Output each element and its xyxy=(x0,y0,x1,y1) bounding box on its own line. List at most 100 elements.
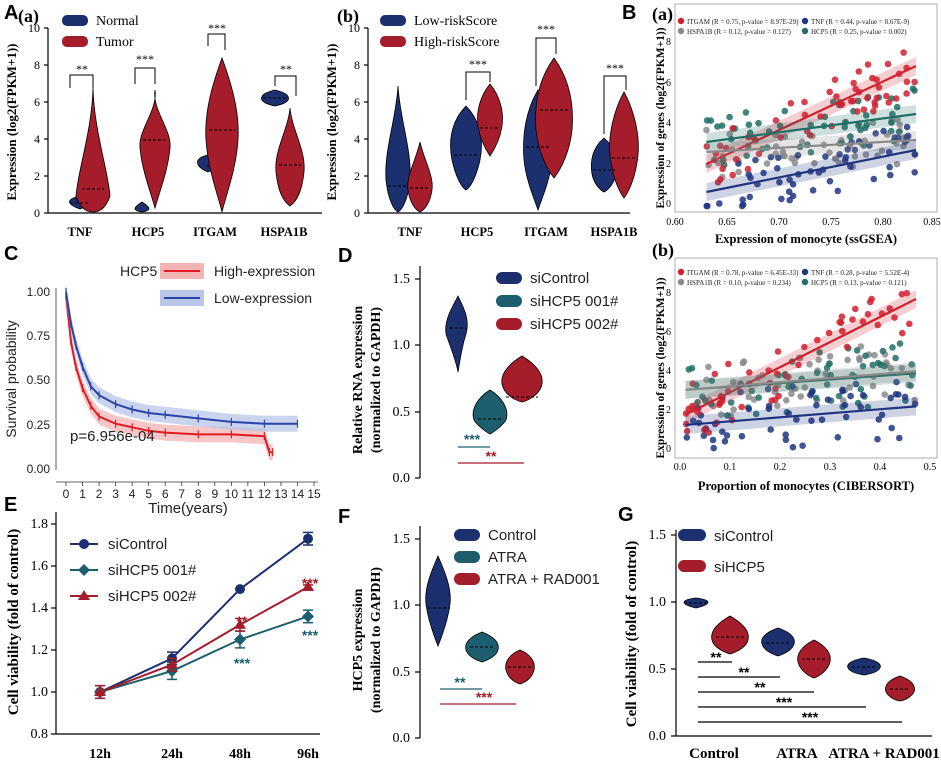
scatter-point-hcp5 xyxy=(755,119,762,127)
F-legend-0: Control xyxy=(488,527,536,544)
Ba-legend-dot-TNF xyxy=(801,17,809,25)
Aa-ytick-label-4: 8 xyxy=(34,58,40,72)
Bb-xtick-1: 0.1 xyxy=(724,462,737,473)
scatter-point-tnf xyxy=(782,436,790,444)
G-sig-4: *** xyxy=(802,709,819,725)
Aa-ytick-0: 0 xyxy=(34,206,48,220)
Ba-legend-dot-HCP5 xyxy=(801,27,809,35)
scatter-point-itgam xyxy=(898,290,906,298)
scatter-point-hspa1b xyxy=(735,168,742,176)
D-ylabel-line1: Relative RNA expression xyxy=(351,306,366,454)
Aa-violin-tumor-ITGAM xyxy=(205,56,239,213)
Ab-sig-HCP5: *** xyxy=(469,57,487,71)
D-sig-2: ** xyxy=(486,448,497,464)
scatter-point-itgam xyxy=(871,99,878,106)
scatter-point-itgam xyxy=(725,360,732,368)
scatter-point-hspa1b xyxy=(815,356,822,364)
G-ytick-1: 0.5 xyxy=(649,662,667,677)
C-xtick-label: 0 xyxy=(63,487,70,501)
C-ylabel: Survival probability xyxy=(3,320,19,438)
Bb-legend-ITGAM: ITGAM (R = 0.78, p-value = 6.45E-33) xyxy=(687,269,799,277)
scatter-point-hspa1b xyxy=(798,138,806,145)
E-sig-96h-teal: *** xyxy=(302,627,319,643)
scatter-point-hspa1b xyxy=(832,155,839,162)
Ab-ytick-label-5: 10 xyxy=(348,21,360,35)
scatter-point-tnf xyxy=(875,416,882,423)
G-sig-1: ** xyxy=(739,664,750,680)
scatter-point-hcp5 xyxy=(827,371,834,379)
E-legend-2: siHCP5 002# xyxy=(108,588,197,605)
E-ytick-5: 1.8 xyxy=(31,517,49,532)
scatter-point-tnf xyxy=(895,391,902,398)
scatter-point-tnf xyxy=(683,434,691,441)
G-ytick-2: 1.0 xyxy=(649,595,667,610)
scatter-point-itgam xyxy=(774,348,782,355)
F-legend-swatch-0 xyxy=(454,529,480,541)
scatter-point-hcp5 xyxy=(857,385,865,393)
Aa-ytick-2: 4 xyxy=(34,132,48,146)
scatter-point-hcp5 xyxy=(869,361,876,369)
scatter-point-tnf xyxy=(911,169,918,176)
C-xtick-label: 7 xyxy=(178,487,185,501)
scatter-point-hspa1b xyxy=(893,160,901,168)
scatter-point-itgam xyxy=(838,313,846,321)
C-legend-low: Low-expression xyxy=(214,290,312,306)
F-sig-1: ** xyxy=(455,674,466,690)
scatter-point-hcp5 xyxy=(874,359,882,367)
scatter-point-itgam xyxy=(775,392,782,400)
Bb-xtick-0: 0.0 xyxy=(674,462,687,473)
E-ytick-4: 1.6 xyxy=(31,559,49,574)
Aa-legend-tumor: Tumor xyxy=(96,35,134,50)
scatter-point-tnf xyxy=(822,153,829,160)
scatter-point-tnf xyxy=(834,434,842,441)
G-violin-siControl-ATRA xyxy=(761,627,795,657)
Aa-sig-ITGAM: *** xyxy=(208,21,226,35)
scatter-point-tnf xyxy=(776,178,783,186)
D-legend-2: siHCP5 002# xyxy=(530,316,619,333)
C-xtick-label: 6 xyxy=(162,487,169,501)
scatter-point-hcp5 xyxy=(724,412,731,419)
scatter-point-hspa1b xyxy=(740,358,748,365)
scatter-point-hspa1b xyxy=(878,147,886,154)
scatter-point-hcp5 xyxy=(726,113,733,121)
E-legend-marker-2 xyxy=(78,590,90,600)
scatter-point-itgam xyxy=(689,380,696,388)
Ab-medians xyxy=(388,109,636,189)
Ab-sig-ITGAM: *** xyxy=(537,22,555,36)
panel-Aa: Expression (log2(FPKM+1)) 0 2 4 6 8 10 *… xyxy=(4,14,322,239)
C-legend-high: High-expression xyxy=(214,263,315,279)
scatter-point-hspa1b xyxy=(887,365,895,372)
Ab-violin-low-HCP5 xyxy=(450,105,482,191)
scatter-point-tnf xyxy=(719,428,726,436)
scatter-point-hcp5 xyxy=(720,156,727,164)
fit-line-hspa1b xyxy=(706,138,917,154)
E-ytick-2: 1.2 xyxy=(31,643,49,658)
G-legend-0: siControl xyxy=(714,528,773,545)
scatter-point-hcp5 xyxy=(812,394,820,402)
Bb-ytick-3: 6 xyxy=(666,327,671,338)
scatter-point-tnf xyxy=(782,431,789,439)
G-legend-1: siHCP5 xyxy=(714,559,765,576)
Ab-ytick-2: 4 xyxy=(354,132,368,146)
E-point-siHCP5-002 xyxy=(166,658,178,669)
Bb-ytick-2: 4 xyxy=(666,366,671,377)
panel-label-E: E xyxy=(4,494,17,516)
Ab-xtick-TNF: TNF xyxy=(398,225,423,239)
D-ytick-0: 0.0 xyxy=(393,471,411,486)
Ba-legend-HCP5: HCP5 (R = 0.25, p-value = 0.002) xyxy=(811,28,907,36)
scatter-point-itgam xyxy=(906,320,913,328)
scatter-point-hspa1b xyxy=(705,363,712,371)
Ab-ytick-label-0: 0 xyxy=(354,206,360,220)
scatter-point-tnf xyxy=(824,396,832,404)
Bb-xlabel: Proportion of monocytes (CIBERSORT) xyxy=(698,479,914,493)
scatter-point-tnf xyxy=(808,389,816,396)
scatter-point-tnf xyxy=(778,195,785,203)
E-line-2 xyxy=(99,586,309,693)
scatter-point-hcp5 xyxy=(694,398,701,406)
Ba-points xyxy=(703,49,919,210)
Ba-ytick-0: 0 xyxy=(666,199,671,210)
F-ytick-0: 0.0 xyxy=(393,731,411,746)
scatter-point-itgam xyxy=(903,78,911,86)
scatter-point-itgam xyxy=(716,142,724,150)
Bb-yticks: 0 2 4 6 8 xyxy=(666,288,671,455)
